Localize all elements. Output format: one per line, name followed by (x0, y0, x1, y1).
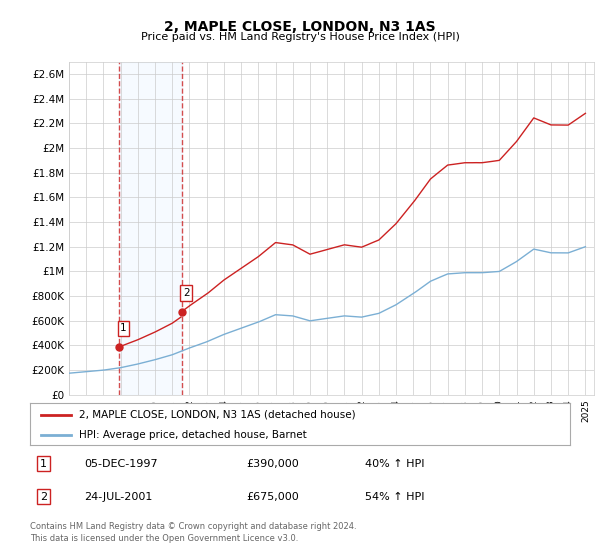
Text: 2: 2 (183, 288, 190, 298)
Text: HPI: Average price, detached house, Barnet: HPI: Average price, detached house, Barn… (79, 430, 307, 440)
Text: £390,000: £390,000 (246, 459, 299, 469)
Text: 40% ↑ HPI: 40% ↑ HPI (365, 459, 424, 469)
Text: Price paid vs. HM Land Registry's House Price Index (HPI): Price paid vs. HM Land Registry's House … (140, 32, 460, 42)
Text: 2, MAPLE CLOSE, LONDON, N3 1AS (detached house): 2, MAPLE CLOSE, LONDON, N3 1AS (detached… (79, 410, 355, 420)
Text: 2, MAPLE CLOSE, LONDON, N3 1AS: 2, MAPLE CLOSE, LONDON, N3 1AS (164, 20, 436, 34)
Text: 2: 2 (40, 492, 47, 502)
Text: £675,000: £675,000 (246, 492, 299, 502)
Text: 05-DEC-1997: 05-DEC-1997 (84, 459, 158, 469)
Text: 1: 1 (120, 323, 127, 333)
Text: 24-JUL-2001: 24-JUL-2001 (84, 492, 152, 502)
Text: 54% ↑ HPI: 54% ↑ HPI (365, 492, 424, 502)
Text: Contains HM Land Registry data © Crown copyright and database right 2024.
This d: Contains HM Land Registry data © Crown c… (30, 522, 356, 543)
Text: 1: 1 (40, 459, 47, 469)
Bar (119, 62, 182, 395)
